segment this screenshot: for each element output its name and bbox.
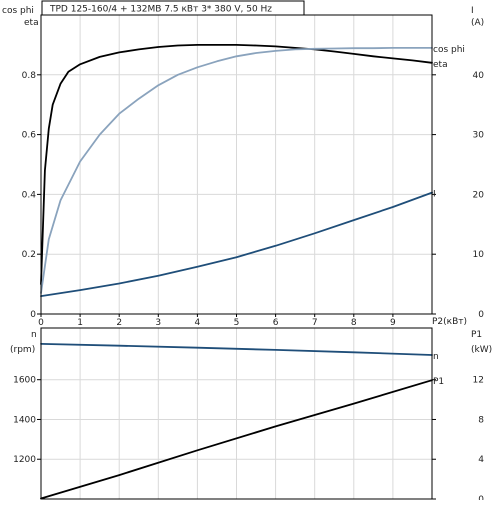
bottom-y-right-tick-label: 4 xyxy=(478,455,484,465)
top-x-tick-label: 6 xyxy=(273,318,279,328)
bottom-y-right-tick-label: 0 xyxy=(478,495,484,500)
top-x-tick-label: 0 xyxy=(38,318,44,328)
bottom-y-left-label-unit: (rpm) xyxy=(10,345,35,355)
top-series-cos-phi-line xyxy=(40,47,433,295)
top-y-left-tick-label: 0.4 xyxy=(22,190,37,200)
top-series-eta-label: eta xyxy=(433,60,448,70)
top-y-right-tick-label: 40 xyxy=(473,71,485,81)
bottom-y-left-tick-label: 1600 xyxy=(13,376,36,386)
bottom-y-right-tick-label: 12 xyxy=(473,376,484,386)
bottom-series-n-line xyxy=(40,342,433,356)
bottom-y-right-label-p1: P1 xyxy=(471,330,482,340)
top-y-right-tick-label: 0 xyxy=(478,310,484,320)
top-y-right-tick-label: 20 xyxy=(473,190,485,200)
bottom-y-right-tick-label: 8 xyxy=(478,415,484,425)
top-y-right-label-i: I xyxy=(471,6,474,16)
chart-title: TPD 125-160/4 + 132MB 7.5 кВт 3* 380 V, … xyxy=(49,5,272,15)
bottom-y-left-tick-label: 1200 xyxy=(13,455,36,465)
top-series-i-label: I xyxy=(433,190,436,200)
top-series-cos-phi-label: cos phi xyxy=(433,45,465,55)
bottom-series-p1-line xyxy=(40,379,433,500)
bottom-y-left-tick-label: 1400 xyxy=(13,415,36,425)
top-x-tick-label: 1 xyxy=(77,318,83,328)
top-y-left-label-eta: eta xyxy=(24,18,39,28)
bottom-grid xyxy=(41,328,432,499)
top-x-tick-label: 4 xyxy=(195,318,201,328)
top-x-tick-label: 9 xyxy=(390,318,396,328)
bottom-y-left-label-n: n xyxy=(31,330,37,340)
top-y-left-tick-label: 0 xyxy=(30,310,36,320)
bottom-y-right-label-unit: (kW) xyxy=(471,345,492,355)
top-x-tick-label: 7 xyxy=(312,318,318,328)
bottom-series-n-label: n xyxy=(433,352,439,362)
top-x-tick-label: 2 xyxy=(116,318,122,328)
top-y-right-tick-label: 10 xyxy=(473,250,485,260)
top-x-tick-label: 5 xyxy=(234,318,240,328)
bottom-series: n P1 xyxy=(40,342,444,500)
bottom-series-p1-label: P1 xyxy=(433,377,444,387)
top-series-eta-line xyxy=(40,44,433,286)
top-y-left-tick-label: 0.6 xyxy=(22,131,37,141)
top-grid xyxy=(41,15,432,314)
top-plot-frame xyxy=(40,14,433,315)
top-x-tick-label: 8 xyxy=(351,318,357,328)
top-axes: 0 0.2 0.4 0.6 0.8 0 10 20 30 40 0 1 2 3 4 5 6 7 8 9 xyxy=(22,71,485,328)
top-y-left-tick-label: 0.2 xyxy=(22,250,36,260)
top-series-i-line xyxy=(40,191,433,298)
top-x-tick-label: 3 xyxy=(155,318,161,328)
top-y-right-label-unit: (A) xyxy=(471,18,484,28)
top-y-right-tick-label: 30 xyxy=(473,131,485,141)
top-y-left-label-cos-phi: cos phi xyxy=(2,6,34,16)
top-series: eta cos phi I xyxy=(40,44,465,298)
bottom-plot-frame xyxy=(40,327,433,500)
top-x-label: P2(кВт) xyxy=(432,317,467,327)
top-y-left-tick-label: 0.8 xyxy=(22,71,37,81)
